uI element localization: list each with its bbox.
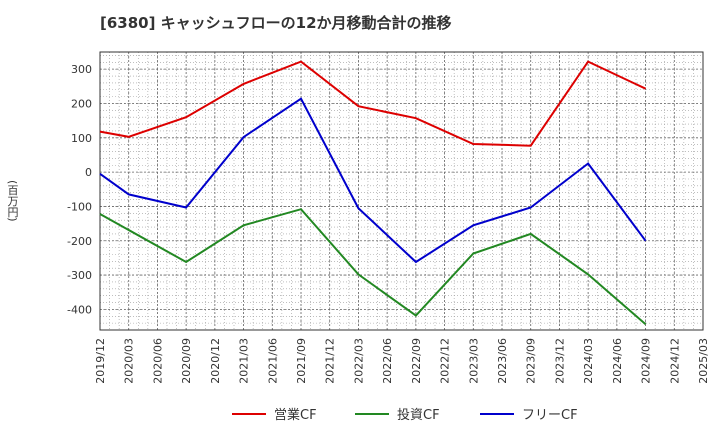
series-line-フリーCF (99, 97, 647, 264)
x-tick-label: 2020/09 (180, 338, 193, 384)
y-tick-label: 200 (71, 97, 92, 110)
y-tick-label: 300 (71, 63, 92, 76)
x-tick-label: 2022/06 (381, 338, 394, 384)
y-tick-label: -400 (67, 303, 92, 316)
y-tick-label: -300 (67, 269, 92, 282)
legend-label: 投資CF (397, 407, 440, 423)
x-tick-label: 2021/03 (238, 338, 251, 384)
x-tick-label: 2023/06 (496, 338, 509, 384)
x-tick-label: 2020/06 (151, 338, 164, 384)
y-tick-label: -100 (67, 200, 92, 213)
x-tick-label: 2021/09 (295, 338, 308, 384)
x-tick-label: 2024/03 (582, 338, 595, 384)
x-tick-label: 2023/09 (525, 338, 538, 384)
y-axis-label: (百万円) (6, 180, 19, 222)
x-tick-label: 2021/12 (324, 338, 337, 384)
x-tick-label: 2023/12 (553, 338, 566, 384)
x-tick-label: 2024/09 (640, 338, 653, 384)
x-tick-label: 2022/12 (439, 338, 452, 384)
series-line-営業CF (99, 60, 647, 147)
series-line-投資CF (99, 208, 647, 325)
y-tick-label: 100 (71, 132, 92, 145)
x-tick-label: 2025/03 (697, 338, 710, 384)
plot-frame (99, 51, 704, 331)
x-tick-label: 2020/12 (209, 338, 222, 384)
y-tick-label: 0 (85, 166, 92, 179)
x-tick-label: 2024/12 (668, 338, 681, 384)
chart-title: [6380] キャッシュフローの12か月移動合計の推移 (100, 14, 452, 32)
x-tick-label: 2020/03 (123, 338, 136, 384)
x-tick-label: 2023/03 (467, 338, 480, 384)
legend-label: フリーCF (522, 408, 578, 423)
x-tick-label: 2022/09 (410, 338, 423, 384)
plot-area (100, 52, 703, 330)
x-tick-label: 2022/03 (352, 338, 365, 384)
x-tick-label: 2024/06 (611, 338, 624, 384)
legend-label: 営業CF (274, 407, 317, 423)
x-tick-label: 2021/06 (266, 338, 279, 384)
y-tick-label: -200 (67, 235, 92, 248)
x-tick-label: 2019/12 (94, 338, 107, 384)
